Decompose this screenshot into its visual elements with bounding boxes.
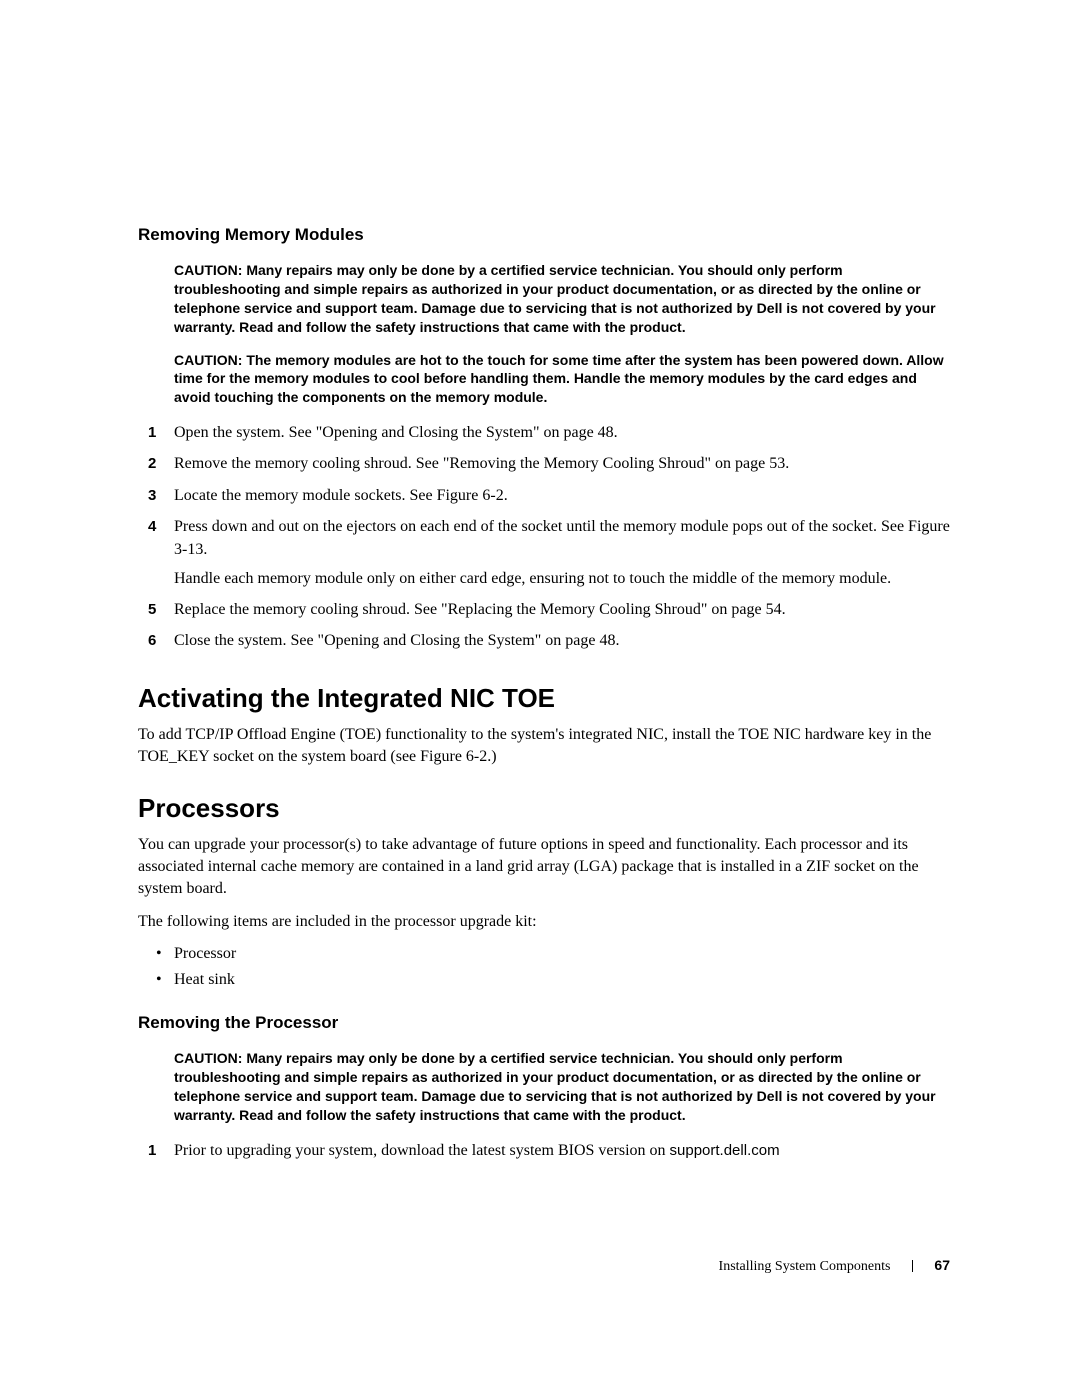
- step-text: Locate the memory module sockets. See Fi…: [174, 487, 508, 504]
- step-text: Prior to upgrading your system, download…: [174, 1142, 670, 1159]
- footer-separator: [912, 1260, 913, 1272]
- caution-block: CAUTION: Many repairs may only be done b…: [138, 1049, 950, 1125]
- caution-label: CAUTION:: [174, 1050, 246, 1066]
- caution-text: Many repairs may only be done by a certi…: [174, 1050, 936, 1123]
- step-item: 5 Replace the memory cooling shroud. See…: [138, 598, 950, 621]
- step-text: Close the system. See "Opening and Closi…: [174, 632, 619, 649]
- step-number: 3: [148, 485, 156, 507]
- support-url: support.dell.com: [670, 1142, 780, 1159]
- caution-text: The memory modules are hot to the touch …: [174, 352, 944, 406]
- bullet-list: Processor Heat sink: [138, 943, 950, 990]
- steps-list: 1 Open the system. See "Opening and Clos…: [138, 421, 950, 653]
- heading-processors: Processors: [138, 791, 950, 826]
- bullet-item: Processor: [138, 943, 950, 965]
- footer-chapter: Installing System Components: [719, 1259, 891, 1274]
- step-item: 1 Prior to upgrading your system, downlo…: [138, 1139, 950, 1162]
- heading-removing-processor: Removing the Processor: [138, 1012, 950, 1035]
- body-text: You can upgrade your processor(s) to tak…: [138, 834, 950, 901]
- bullet-item: Heat sink: [138, 969, 950, 991]
- step-text: Open the system. See "Opening and Closin…: [174, 424, 618, 441]
- step-number: 1: [148, 422, 156, 444]
- caution-label: CAUTION:: [174, 352, 246, 368]
- step-text: Press down and out on the ejectors on ea…: [174, 518, 950, 558]
- page-footer: Installing System Components 67: [0, 1256, 950, 1277]
- body-text: The following items are included in the …: [138, 911, 950, 933]
- body-text: To add TCP/IP Offload Engine (TOE) funct…: [138, 724, 950, 769]
- steps-list: 1 Prior to upgrading your system, downlo…: [138, 1139, 950, 1162]
- step-text: Replace the memory cooling shroud. See "…: [174, 601, 786, 618]
- caution-label: CAUTION:: [174, 262, 246, 278]
- heading-removing-memory: Removing Memory Modules: [138, 224, 950, 247]
- step-item: 1 Open the system. See "Opening and Clos…: [138, 421, 950, 444]
- page: Removing Memory Modules CAUTION: Many re…: [0, 0, 1080, 1397]
- caution-text: Many repairs may only be done by a certi…: [174, 262, 936, 335]
- step-number: 4: [148, 516, 156, 538]
- heading-nic-toe: Activating the Integrated NIC TOE: [138, 681, 950, 716]
- caution-block: CAUTION: The memory modules are hot to t…: [138, 351, 950, 408]
- step-subtext: Handle each memory module only on either…: [174, 567, 950, 590]
- step-item: 4 Press down and out on the ejectors on …: [138, 515, 950, 591]
- step-number: 1: [148, 1140, 156, 1162]
- caution-block: CAUTION: Many repairs may only be done b…: [138, 261, 950, 337]
- step-text: Remove the memory cooling shroud. See "R…: [174, 455, 789, 472]
- step-item: 2 Remove the memory cooling shroud. See …: [138, 452, 950, 475]
- step-number: 6: [148, 630, 156, 652]
- step-number: 2: [148, 453, 156, 475]
- footer-page-number: 67: [934, 1257, 950, 1273]
- step-number: 5: [148, 599, 156, 621]
- step-item: 6 Close the system. See "Opening and Clo…: [138, 629, 950, 652]
- step-item: 3 Locate the memory module sockets. See …: [138, 484, 950, 507]
